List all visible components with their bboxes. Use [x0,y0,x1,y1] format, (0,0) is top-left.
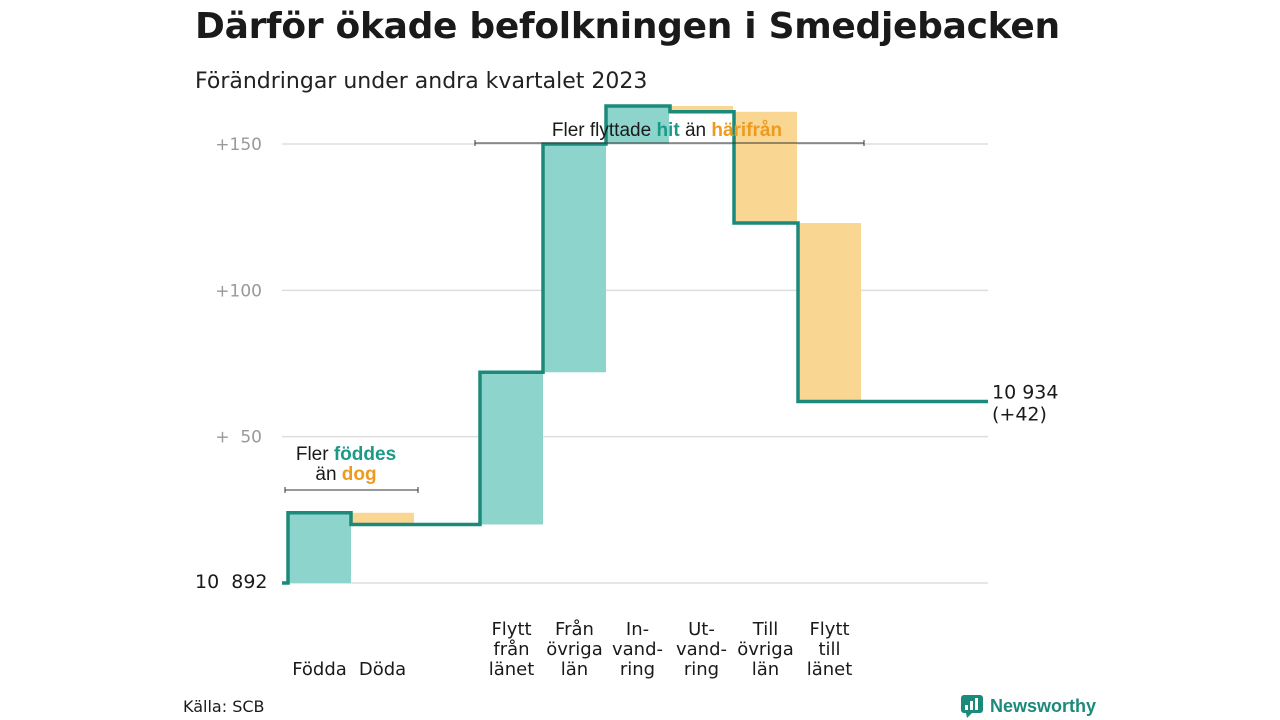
brand-name: Newsworthy [990,695,1097,716]
moves-annotation-text-2: än [685,120,706,141]
x-axis-label: Flytt [809,619,849,640]
moves-annotation-text: Fler flyttade [552,120,651,141]
svg-text:Fler flyttade hit: Fler flyttade hit än härifrån [552,120,782,141]
end-value-label: 10 934 [992,382,1058,404]
births-annotation-away: dog [342,464,377,485]
x-axis-label: län [561,659,588,680]
x-axis-label: övriga [737,639,794,660]
x-axis-label: län [752,659,779,680]
x-axis-label: vand- [612,639,663,660]
source-note: Källa: SCB [183,697,265,716]
bar-födda [288,512,351,583]
x-axis-label: In- [626,619,649,640]
chart-subtitle: Förändringar under andra kvartalet 2023 [195,69,648,94]
x-axis-label: Födda [292,659,347,680]
svg-text:Fler föddes: Fler föddes [296,444,396,465]
connector-line [282,104,988,585]
x-axis-label: ring [684,659,719,680]
x-axis-labels: Födda DödaFlyttfrånlänetFrånövrigalänIn-v… [292,619,852,680]
x-axis-label: vand- [676,639,727,660]
x-axis-label: Ut- [688,619,715,640]
x-axis-label: länet [489,659,535,680]
bar-flytt-till-länet [798,223,861,402]
bar-från-övriga-län [543,144,606,373]
x-axis-label: Till [752,619,778,640]
bars [288,105,861,583]
x-axis-label: till [818,639,840,660]
x-axis-label: ring [620,659,655,680]
y-tick-label: +100 [215,281,262,301]
start-value-label: 10 892 [195,571,268,593]
moves-annotation: Fler flyttade hit än härifrån [474,120,865,146]
end-change-label: (+42) [992,404,1047,426]
bar-in--vand--ring [606,105,669,144]
y-tick-label: + 50 [215,428,262,448]
x-axis-label: från [493,639,529,660]
births-annotation-text: Fler [296,444,329,465]
x-axis-label: Från [555,619,594,640]
x-axis-label: länet [807,659,853,680]
chart-title: Därför ökade befolkningen i Smedjebacken [195,6,1060,47]
moves-annotation-away: härifrån [711,120,782,141]
bar-flytt-från-länet [480,372,543,525]
bar-ut--vand--ring [670,105,733,112]
newsworthy-logo-icon [961,695,983,718]
x-axis-label: Flytt [491,619,531,640]
brand-logo: Newsworthy [960,692,1096,720]
moves-annotation-hit: hit [656,120,680,141]
births-annotation-text-2: än [315,464,336,485]
cumulative-line [282,104,988,585]
x-axis-label: Döda [359,659,406,680]
bar-döda [351,512,414,525]
svg-text:än dog: än dog [315,464,376,485]
bar-till-övriga-län [734,111,797,224]
x-axis-label: övriga [546,639,603,660]
y-axis-ticks: + 50 +100 +150 [215,135,262,448]
births-annotation-hit: föddes [334,444,396,465]
births-annotation: Fler föddes än dog [284,444,419,493]
waterfall-chart: + 50+100+150 Födda DödaFlyttfrånlänetFrån… [195,104,1058,680]
y-tick-label: +150 [215,135,262,155]
